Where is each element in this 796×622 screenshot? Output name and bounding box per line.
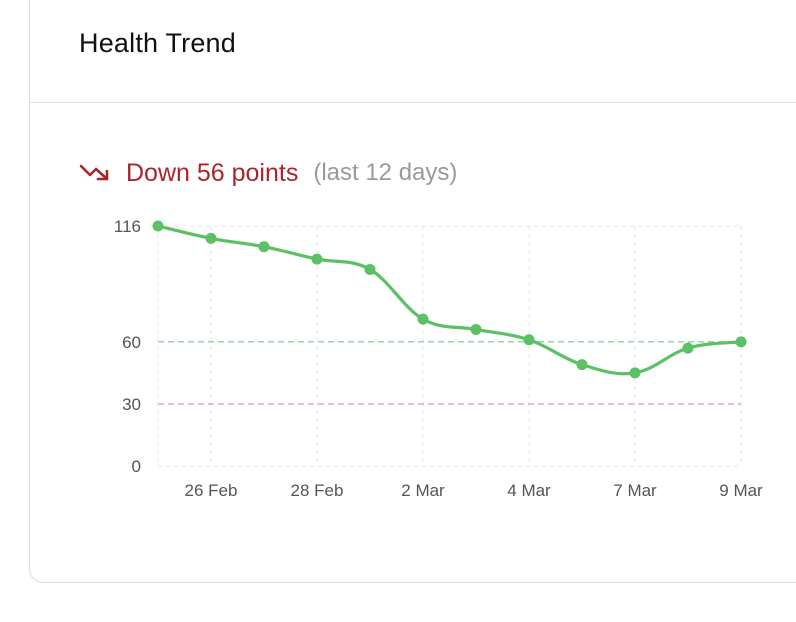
series-points bbox=[152, 220, 747, 379]
card-divider bbox=[30, 102, 796, 103]
data-point bbox=[576, 359, 588, 371]
data-point bbox=[682, 342, 694, 354]
data-point bbox=[735, 336, 747, 348]
x-tick-label: 4 Mar bbox=[507, 481, 551, 500]
trending-down-icon bbox=[79, 164, 109, 181]
axis-labels: 0 30 60 116 26 Feb 28 Feb 2 Mar 4 Mar 7 Mar 9 Mar bbox=[114, 217, 763, 500]
data-point bbox=[470, 323, 482, 335]
series-line bbox=[156, 224, 743, 376]
data-point bbox=[629, 367, 641, 379]
data-point bbox=[311, 253, 323, 265]
trend-period: (last 12 days) bbox=[313, 159, 458, 186]
data-point bbox=[258, 241, 270, 253]
data-point bbox=[417, 313, 429, 325]
data-point bbox=[364, 263, 376, 275]
data-point bbox=[205, 232, 217, 244]
trend-summary: Down 56 points (last 12 days) bbox=[79, 157, 457, 189]
x-tick-label: 7 Mar bbox=[613, 481, 657, 500]
y-tick-label: 30 bbox=[122, 395, 141, 414]
reference-lines bbox=[158, 341, 741, 405]
y-tick-label: 60 bbox=[122, 333, 141, 352]
series-line-layer bbox=[156, 224, 743, 376]
x-tick-label: 2 Mar bbox=[401, 481, 445, 500]
data-point bbox=[152, 220, 164, 232]
card-title: Health Trend bbox=[79, 28, 236, 58]
data-point bbox=[523, 334, 535, 346]
y-tick-label: 0 bbox=[132, 457, 141, 476]
x-tick-label: 9 Mar bbox=[719, 481, 763, 500]
x-tick-label: 26 Feb bbox=[185, 481, 238, 500]
health-trend-card bbox=[29, 0, 796, 583]
chart-grid bbox=[157, 225, 742, 467]
trend-text: Down 56 points bbox=[126, 158, 299, 187]
x-tick-label: 28 Feb bbox=[291, 481, 344, 500]
y-tick-label: 116 bbox=[114, 217, 141, 236]
